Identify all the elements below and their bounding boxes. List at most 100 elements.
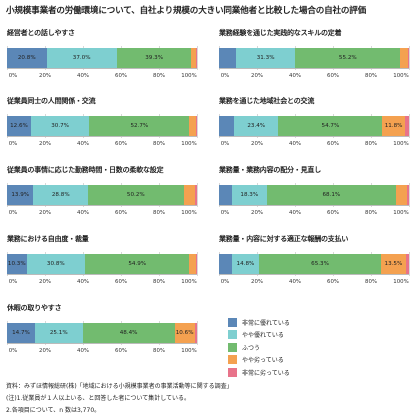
tick-label: 0% [220,73,230,79]
tick-label: 60% [327,210,339,216]
tick-label: 40% [77,141,89,147]
x-axis-line [7,68,197,69]
tick-label: 0% [8,141,18,147]
stacked-bar: 18.3% 68.1% [219,185,409,205]
tick-label: 0% [8,73,18,79]
data-label: 37.0% [72,55,91,61]
tick-label: 0% [8,279,18,285]
stacked-bar: 13.9% 28.8% 50.2% [7,185,197,205]
tick-label: 40% [289,141,301,147]
bar-segment [195,116,197,136]
chart-panel: 休暇の取りやすさ 14.7% 25.1% 48.4% 10.6% 0% 20% 40% 60% 8… [7,303,198,367]
data-label: 14.7% [12,330,30,336]
legend-item: ふつう [228,341,388,354]
data-label: 65.3% [311,261,329,267]
bar-segment: 13.9% [7,185,34,205]
panel-title: 業務経験を通じた実践的なスキルの定着 [219,29,342,37]
tick-label: 100% [393,210,409,216]
bar-segment: 31.3% [235,48,296,68]
data-label: 28.8% [51,192,70,198]
bar-segment [400,48,408,68]
tick-label: 60% [115,73,127,79]
bar-segment: 54.7% [278,116,383,136]
tick-label: 100% [393,279,409,285]
data-label: 54.9% [128,261,147,267]
data-label: 55.2% [338,55,357,61]
bar-segment: 48.4% [82,323,175,343]
tick-label: 80% [153,73,165,79]
chart-panel: 業務における自由度・裁量 10.3% 30.8% 54.9% 0% 20% 40% 60% 80… [7,234,198,298]
data-label: 68.1% [322,192,341,198]
chart-panel: 従業員の事情に応じた勤務時間・日数の柔軟な設定 13.9% 28.8% 50.2% 0%… [7,165,198,229]
legend-swatch [228,342,237,352]
bar-segment: 39.3% [116,48,192,68]
tick-label: 100% [393,73,409,79]
tick-label: 60% [115,279,127,285]
panel-title: 従業員の事情に応じた勤務時間・日数の柔軟な設定 [7,166,164,174]
tick-label: 80% [153,279,165,285]
bar-segment: 50.2% [88,185,184,205]
bar-segment [183,185,195,205]
tick-label: 20% [39,279,51,285]
gridline [197,252,198,276]
tick-label: 80% [365,210,377,216]
stacked-bar: 12.6% 30.7% 52.7% [7,116,197,136]
data-label: 39.3% [145,55,164,61]
data-label: 31.3% [256,55,275,61]
bar-segment: 28.8% [33,185,89,205]
chart-panel: 従業員同士の人間関係・交流 12.6% 30.7% 52.7% 0% 20% 40% 60% 8… [7,96,198,160]
x-axis-line [7,136,197,137]
bar-segment: 10.6% [174,323,195,343]
tick-label: 40% [77,279,89,285]
legend-item: やや劣っている [228,354,388,367]
data-label: 48.4% [119,330,138,336]
footnote-note-2: 2.各項目について、n 数は3,770。 [6,407,101,414]
gridline [409,252,410,276]
data-label: 30.8% [46,261,65,267]
bar-segment [219,116,234,136]
bar-segment [194,185,197,205]
data-label: 14.8% [236,261,255,267]
legend-item: やや優れている [228,329,388,342]
data-label: 25.1% [49,330,68,336]
tick-label: 80% [365,73,377,79]
tick-label: 60% [115,210,127,216]
gridline [197,46,198,70]
bar-segment [189,254,196,274]
gridline [409,114,410,138]
tick-label: 40% [289,279,301,285]
tick-label: 20% [39,141,51,147]
tick-label: 80% [153,348,165,354]
stacked-bar: 31.3% 55.2% [219,48,409,68]
footnote-source: 資料：みずほ情報総研(株)「地域における小規模事業者の事業活動等に関する調査」 [6,383,233,390]
bar-segment [191,48,196,68]
x-axis-line [219,68,409,69]
tick-label: 40% [289,210,301,216]
tick-label: 0% [220,210,230,216]
bar-segment [195,48,197,68]
x-axis-line [7,205,197,206]
bar-segment: 14.7% [7,323,35,343]
tick-label: 80% [153,141,165,147]
x-axis-line [7,343,197,344]
panel-title: 業務量・業務内容の配分・見直し [219,166,321,174]
bar-segment: 65.3% [259,254,381,274]
bar-segment [219,48,236,68]
bar-segment [407,48,409,68]
panel-title: 休暇の取りやすさ [7,304,62,312]
data-label: 20.8% [17,55,36,61]
panel-title: 業務量・内容に対する適正な報酬の支払い [219,235,349,243]
tick-label: 20% [251,279,263,285]
bar-segment [406,185,409,205]
data-label: 23.4% [247,123,266,129]
legend-swatch [228,317,237,327]
bar-segment: 25.1% [34,323,83,343]
chart-panel: 業務経験を通じた実践的なスキルの定着 31.3% 55.2% 0% 20% 40% 60% 8… [219,28,410,92]
tick-label: 40% [77,210,89,216]
legend-label: ふつう [242,344,261,352]
gridline [409,46,410,70]
tick-label: 40% [289,73,301,79]
legend-swatch [228,355,237,365]
bar-segment [195,254,197,274]
bar-segment: 30.8% [26,254,86,274]
